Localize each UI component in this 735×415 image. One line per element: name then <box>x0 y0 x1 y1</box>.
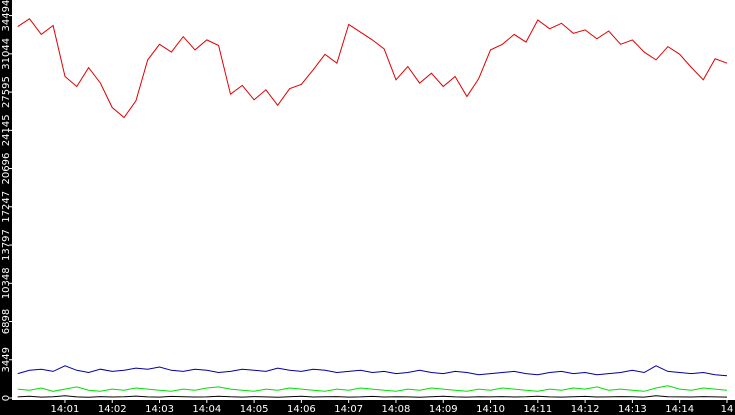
x-tick-label: 14:02 <box>98 404 127 415</box>
y-tick-label: 13797 <box>1 229 12 261</box>
y-tick-label: 34494 <box>1 0 12 31</box>
x-tick-label: 14:14 <box>665 404 694 415</box>
x-tick-label: 14:09 <box>429 404 458 415</box>
y-tick-label: 31044 <box>1 38 12 70</box>
y-tick-label: 0 <box>1 395 12 401</box>
y-tick-label: 24145 <box>1 114 12 146</box>
x-tick-label: 14:11 <box>523 404 552 415</box>
x-tick-label: 14:06 <box>287 404 316 415</box>
x-tick-label: 14:08 <box>382 404 411 415</box>
x-tick-label: 14 <box>721 404 734 415</box>
x-tick-label: 14:05 <box>240 404 269 415</box>
y-tick-label: 27595 <box>1 76 12 108</box>
x-tick-label: 14:01 <box>51 404 80 415</box>
x-tick-label: 14:07 <box>334 404 363 415</box>
x-tick-label: 14:13 <box>618 404 647 415</box>
x-axis-strip <box>0 400 735 415</box>
y-axis-strip <box>0 0 12 415</box>
series-line <box>17 18 728 119</box>
x-tick-label: 14:12 <box>571 404 600 415</box>
x-tick-label: 14:03 <box>145 404 174 415</box>
y-tick-label: 17247 <box>1 191 12 223</box>
x-tick-label: 14:10 <box>476 404 505 415</box>
y-tick-label: 20696 <box>1 153 12 185</box>
y-tick-label: 3449 <box>1 347 12 372</box>
y-tick-label: 6898 <box>1 309 12 334</box>
y-tick-label: 10348 <box>1 267 12 299</box>
series-line <box>17 365 728 377</box>
x-tick-label: 14:04 <box>192 404 221 415</box>
series-line <box>17 385 728 392</box>
series-line <box>17 395 728 398</box>
